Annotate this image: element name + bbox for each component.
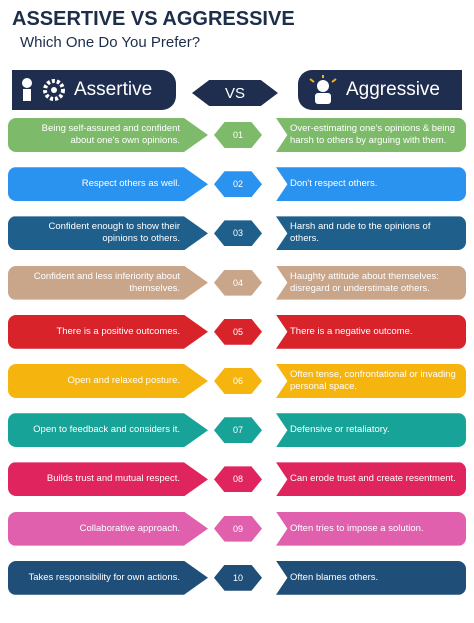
number-badge: 07 xyxy=(214,417,262,444)
right-cell: Don't respect others. xyxy=(276,167,466,202)
left-cell: Confident and less inferiority about the… xyxy=(8,265,208,300)
left-cell: Confident enough to show their opinions … xyxy=(8,216,208,251)
right-cell: Over-estimating one's opinions & being h… xyxy=(276,118,466,152)
right-cell: Harsh and rude to the opinions of others… xyxy=(276,216,466,251)
left-cell: Builds trust and mutual respect. xyxy=(8,462,208,497)
number-badge: 05 xyxy=(214,318,262,345)
right-cell: Can erode trust and create resentment. xyxy=(276,462,466,497)
left-cell: Open and relaxed posture. xyxy=(8,364,208,398)
left-cell: Being self-assured and confident about o… xyxy=(8,118,208,152)
left-cell: Takes responsibility for own actions. xyxy=(8,560,208,595)
icon xyxy=(22,78,65,101)
right-cell: There is a negative outcome. xyxy=(276,314,466,349)
left-cell: Collaborative approach. xyxy=(8,511,208,546)
number-badge: 04 xyxy=(214,269,262,296)
right-cell: Often tense, confrontational or invading… xyxy=(276,364,466,398)
left-heading: Assertive xyxy=(74,79,153,100)
right-cell: Often tries to impose a solution. xyxy=(276,511,466,546)
number-badge: 01 xyxy=(214,122,262,148)
right-cell: Defensive or retaliatory. xyxy=(276,413,466,448)
left-cell: There is a positive outcomes. xyxy=(8,314,208,349)
title: ASSERTIVE VS AGGRESSIVE xyxy=(12,8,295,30)
left-header: Assertive xyxy=(12,70,176,110)
right-header: Aggressive xyxy=(298,70,462,110)
number-badge: 09 xyxy=(214,515,262,542)
icon xyxy=(309,75,337,104)
number-badge: 08 xyxy=(214,466,262,493)
right-cell: Haughty attitude about themselves: disre… xyxy=(276,265,466,300)
vs-badge: VS xyxy=(192,80,278,106)
right-heading: Aggressive xyxy=(346,79,440,100)
left-cell: Respect others as well. xyxy=(8,167,208,202)
left-cell: Open to feedback and considers it. xyxy=(8,413,208,448)
number-badge: 02 xyxy=(214,171,262,198)
number-badge: 06 xyxy=(214,368,262,394)
right-cell: Often blames others. xyxy=(276,560,466,595)
number-badge: 03 xyxy=(214,220,262,247)
number-badge: 10 xyxy=(214,564,262,591)
subtitle: Which One Do You Prefer? xyxy=(20,34,201,51)
